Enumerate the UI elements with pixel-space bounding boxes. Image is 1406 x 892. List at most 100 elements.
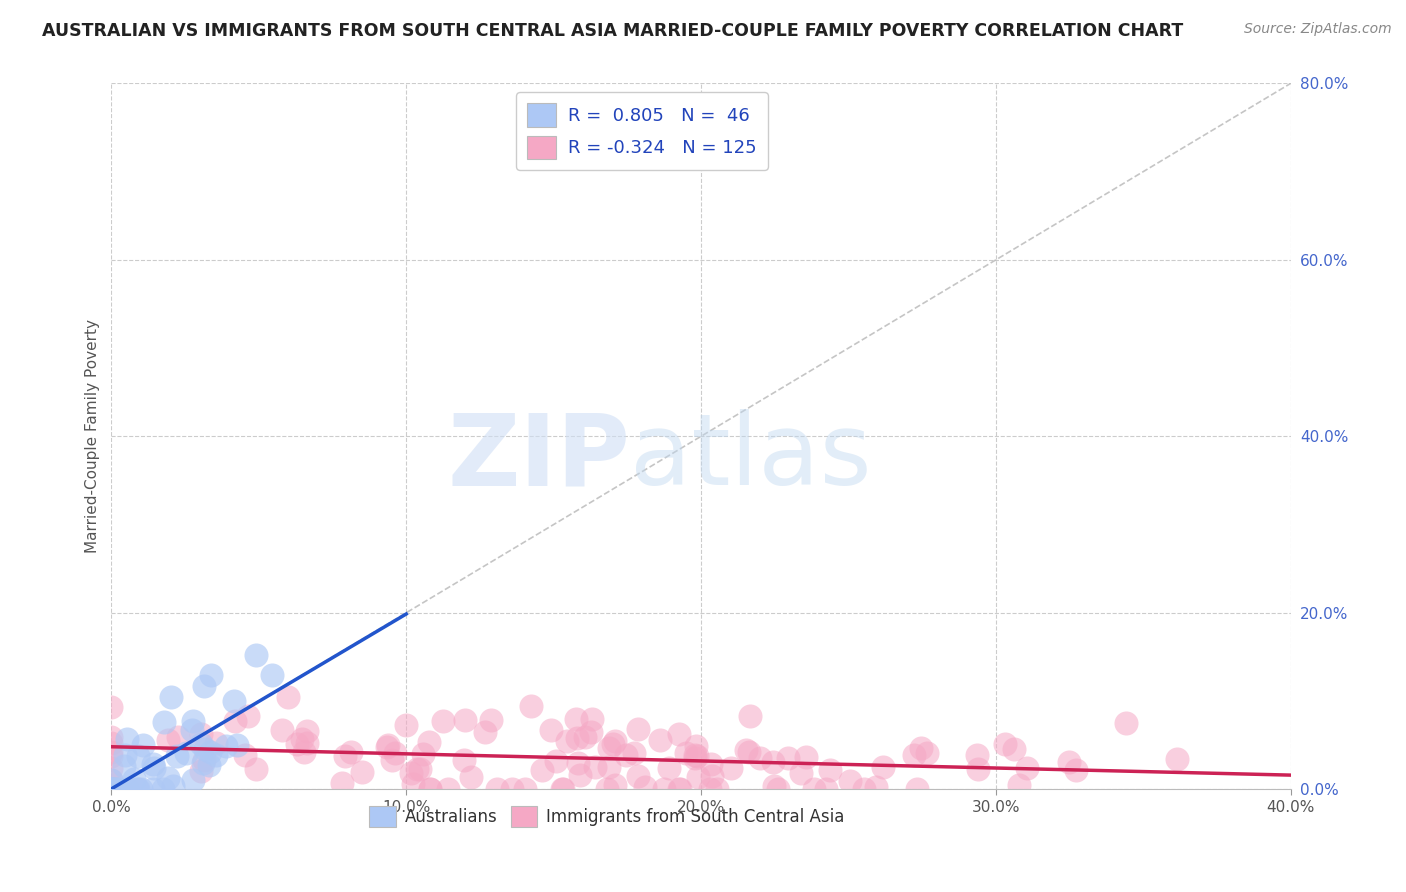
Point: [100, 749, 122, 764]
Point: [160, 690, 183, 704]
Point: [668, 782, 690, 797]
Point: [100, 700, 122, 714]
Point: [1064, 763, 1087, 777]
Point: [375, 740, 398, 755]
Point: [156, 771, 179, 785]
Point: [1057, 755, 1080, 769]
Point: [432, 714, 454, 728]
Point: [198, 745, 221, 759]
Point: [905, 782, 928, 797]
Point: [153, 714, 176, 729]
Point: [295, 724, 318, 739]
Point: [205, 736, 228, 750]
Point: [1115, 715, 1137, 730]
Point: [1008, 778, 1031, 792]
Point: [180, 723, 202, 737]
Point: [152, 782, 174, 797]
Point: [966, 747, 988, 762]
Point: [602, 737, 624, 751]
Point: [994, 737, 1017, 751]
Point: [623, 746, 645, 760]
Point: [100, 782, 122, 797]
Point: [551, 782, 574, 797]
Point: [815, 782, 838, 797]
Point: [197, 758, 219, 772]
Point: [277, 690, 299, 704]
Text: atlas: atlas: [630, 409, 872, 506]
Point: [567, 756, 589, 771]
Point: [117, 782, 139, 797]
Point: [915, 746, 938, 760]
Point: [405, 762, 427, 776]
Point: [236, 709, 259, 723]
Point: [395, 717, 418, 731]
Point: [340, 745, 363, 759]
Point: [652, 782, 675, 797]
Point: [818, 763, 841, 777]
Point: [852, 782, 875, 797]
Point: [683, 748, 706, 763]
Point: [634, 780, 657, 794]
Point: [700, 757, 723, 772]
Point: [399, 766, 422, 780]
Point: [762, 779, 785, 793]
Point: [377, 738, 399, 752]
Point: [100, 782, 122, 797]
Point: [100, 761, 122, 775]
Point: [574, 730, 596, 744]
Point: [544, 754, 567, 768]
Point: [460, 770, 482, 784]
Point: [790, 766, 813, 780]
Point: [101, 782, 124, 797]
Point: [803, 782, 825, 797]
Point: [191, 756, 214, 770]
Point: [685, 739, 707, 753]
Point: [132, 738, 155, 752]
Point: [865, 780, 887, 795]
Point: [100, 782, 122, 797]
Point: [176, 747, 198, 761]
Point: [245, 648, 267, 662]
Point: [762, 756, 785, 770]
Point: [1166, 752, 1188, 766]
Point: [333, 749, 356, 764]
Point: [285, 737, 308, 751]
Point: [193, 679, 215, 693]
Point: [627, 722, 650, 736]
Point: [166, 731, 188, 745]
Point: [100, 745, 122, 759]
Point: [501, 782, 523, 797]
Point: [596, 782, 619, 797]
Point: [903, 747, 925, 762]
Point: [112, 759, 135, 773]
Point: [142, 782, 165, 797]
Point: [967, 762, 990, 776]
Point: [181, 772, 204, 787]
Point: [127, 782, 149, 797]
Point: [127, 748, 149, 763]
Legend: Australians, Immigrants from South Central Asia: Australians, Immigrants from South Centr…: [363, 799, 851, 834]
Point: [100, 772, 122, 787]
Point: [143, 761, 166, 775]
Text: AUSTRALIAN VS IMMIGRANTS FROM SOUTH CENTRAL ASIA MARRIED-COUPLE FAMILY POVERTY C: AUSTRALIAN VS IMMIGRANTS FROM SOUTH CENT…: [42, 22, 1184, 40]
Point: [245, 762, 267, 776]
Point: [738, 708, 761, 723]
Point: [598, 760, 620, 774]
Point: [260, 668, 283, 682]
Point: [675, 746, 697, 760]
Point: [581, 712, 603, 726]
Point: [699, 782, 721, 797]
Text: Source: ZipAtlas.com: Source: ZipAtlas.com: [1244, 22, 1392, 37]
Point: [688, 770, 710, 784]
Y-axis label: Married-Couple Family Poverty: Married-Couple Family Poverty: [86, 319, 100, 553]
Point: [107, 782, 129, 797]
Point: [706, 782, 728, 797]
Point: [408, 762, 430, 776]
Point: [627, 769, 650, 783]
Point: [565, 731, 588, 746]
Point: [485, 782, 508, 797]
Point: [565, 712, 588, 726]
Point: [225, 738, 247, 752]
Point: [839, 773, 862, 788]
Point: [437, 782, 460, 797]
